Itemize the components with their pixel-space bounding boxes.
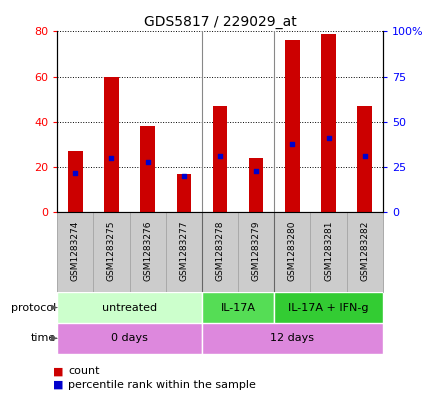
Bar <box>57 292 202 323</box>
Bar <box>202 323 383 354</box>
Bar <box>68 151 83 213</box>
Text: GSM1283277: GSM1283277 <box>180 220 188 281</box>
Bar <box>57 213 93 292</box>
Text: ■: ■ <box>53 366 63 376</box>
Text: GSM1283280: GSM1283280 <box>288 220 297 281</box>
Bar <box>249 158 264 213</box>
Bar <box>274 292 383 323</box>
Title: GDS5817 / 229029_at: GDS5817 / 229029_at <box>143 15 297 29</box>
Bar <box>202 292 274 323</box>
Text: untreated: untreated <box>102 303 157 312</box>
Bar <box>176 174 191 213</box>
Bar <box>285 40 300 213</box>
Bar <box>93 213 129 292</box>
Text: IL-17A: IL-17A <box>220 303 256 312</box>
Point <box>289 141 296 147</box>
Point <box>72 169 79 176</box>
Text: count: count <box>68 366 100 376</box>
Text: ■: ■ <box>53 380 63 390</box>
Point <box>361 153 368 160</box>
Bar <box>104 77 119 213</box>
Text: 12 days: 12 days <box>270 333 314 343</box>
Point <box>144 159 151 165</box>
Bar <box>166 213 202 292</box>
Point <box>253 168 260 174</box>
Text: GSM1283276: GSM1283276 <box>143 220 152 281</box>
Bar <box>140 127 155 213</box>
Point <box>108 155 115 161</box>
Text: IL-17A + IFN-g: IL-17A + IFN-g <box>288 303 369 312</box>
Text: GSM1283282: GSM1283282 <box>360 220 369 281</box>
Text: GSM1283275: GSM1283275 <box>107 220 116 281</box>
Bar <box>238 213 274 292</box>
Bar <box>274 213 311 292</box>
Text: GSM1283281: GSM1283281 <box>324 220 333 281</box>
Bar <box>129 213 166 292</box>
Text: GSM1283278: GSM1283278 <box>216 220 224 281</box>
Bar <box>311 213 347 292</box>
Bar <box>213 106 227 213</box>
Point <box>216 153 224 160</box>
Bar <box>202 213 238 292</box>
Point <box>180 173 187 180</box>
Text: time: time <box>31 333 56 343</box>
Text: 0 days: 0 days <box>111 333 148 343</box>
Bar <box>347 213 383 292</box>
Bar <box>357 106 372 213</box>
Bar <box>321 34 336 213</box>
Bar <box>57 323 202 354</box>
Text: percentile rank within the sample: percentile rank within the sample <box>68 380 256 390</box>
Point <box>325 135 332 141</box>
Text: GSM1283274: GSM1283274 <box>71 220 80 281</box>
Text: protocol: protocol <box>11 303 56 312</box>
Text: GSM1283279: GSM1283279 <box>252 220 260 281</box>
